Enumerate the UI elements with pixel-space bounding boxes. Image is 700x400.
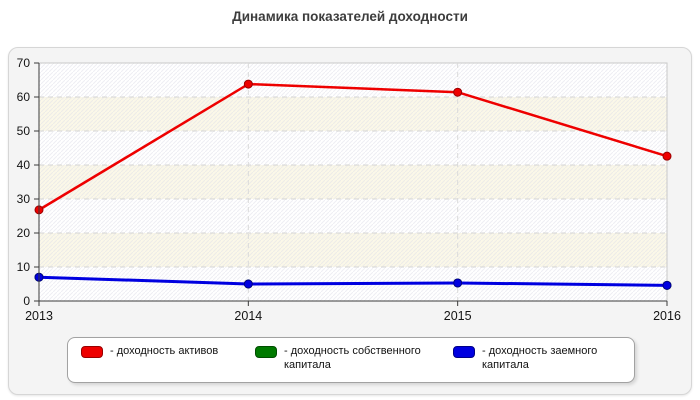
chart-panel: 0 10 20 30 40 50 60 70 2013 2014 2015 2016 - доходн… [8,47,692,395]
legend-label: - доходность собственного капитала [284,345,421,372]
legend-label: - доходность заемного капитала [482,345,598,372]
legend-label: - доходность активов [110,345,219,357]
x-axis-label: 2016 [653,309,681,323]
y-axis-label: 10 [17,260,31,274]
x-axis-label: 2013 [25,309,53,323]
legend-swatch-icon [81,346,103,358]
legend-item: - доходность собственного капитала [255,344,451,373]
data-point-marker [243,279,253,289]
data-point-marker [453,87,463,97]
legend-item: - доходность заемного капитала [453,344,621,373]
plot-hatch [39,63,667,301]
x-axis-label: 2014 [234,309,262,323]
data-point-marker [453,278,463,288]
line-chart-plot: 0 10 20 30 40 50 60 70 2013 2014 2015 2016 [17,56,681,323]
y-axis-label: 0 [23,294,30,308]
series-line [38,82,668,211]
legend-swatch-icon [255,346,277,358]
y-axis-label: 70 [17,56,31,70]
y-axis-label: 60 [17,90,31,104]
chart-legend: - доходность активов - доходность собстве… [67,337,635,383]
data-point-marker [662,151,672,161]
y-axis-label: 30 [17,192,31,206]
y-axis-label: 20 [17,226,31,240]
legend-item: - доходность активов [81,344,253,358]
series-line [38,275,668,287]
x-axis-label: 2015 [444,309,472,323]
data-point-marker [243,79,253,89]
chart-title: Динамика показателей доходности [232,9,468,24]
y-axis-label: 50 [17,124,31,138]
legend-swatch-icon [453,346,475,358]
y-axis-label: 40 [17,158,31,172]
data-point-marker [662,280,672,290]
